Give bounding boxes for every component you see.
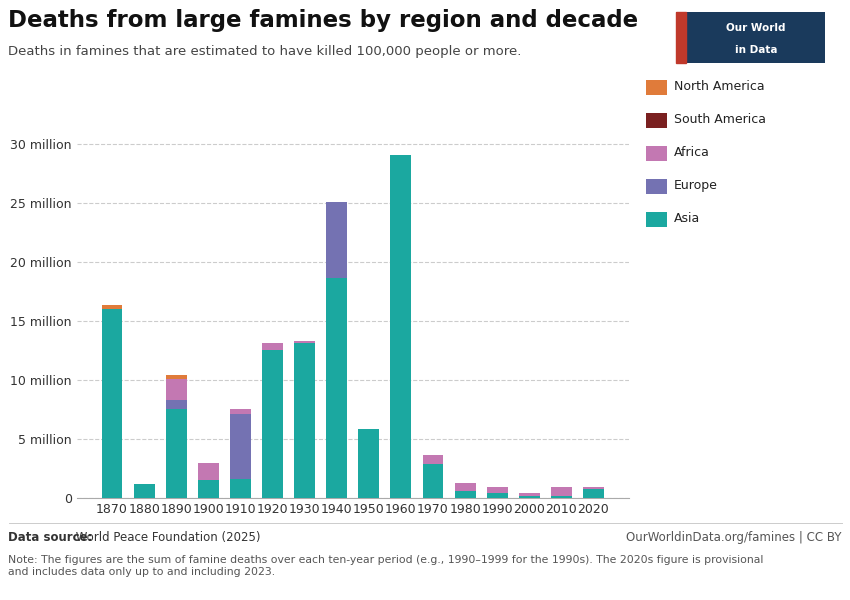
- Bar: [422, 455, 444, 464]
- Bar: [166, 379, 187, 400]
- Bar: [422, 464, 444, 498]
- Bar: [359, 430, 379, 498]
- Bar: [518, 493, 540, 496]
- Bar: [198, 480, 218, 498]
- Bar: [166, 409, 187, 498]
- Bar: [455, 482, 475, 491]
- Bar: [518, 496, 540, 498]
- Bar: [294, 341, 315, 343]
- Bar: [455, 491, 475, 498]
- Bar: [487, 493, 507, 498]
- Bar: [551, 496, 572, 498]
- Text: in Data: in Data: [734, 45, 777, 55]
- Bar: [326, 202, 347, 278]
- Bar: [102, 305, 122, 309]
- Bar: [551, 487, 572, 496]
- Text: Note: The figures are the sum of famine deaths over each ten-year period (e.g., : Note: The figures are the sum of famine …: [8, 555, 764, 577]
- Bar: [294, 343, 315, 498]
- Text: Deaths in famines that are estimated to have killed 100,000 people or more.: Deaths in famines that are estimated to …: [8, 45, 522, 58]
- Text: Data source:: Data source:: [8, 531, 93, 544]
- Bar: [230, 414, 251, 479]
- Text: Asia: Asia: [674, 212, 700, 225]
- Bar: [133, 484, 155, 498]
- Bar: [230, 479, 251, 498]
- Text: OurWorldinData.org/famines | CC BY: OurWorldinData.org/famines | CC BY: [626, 531, 842, 544]
- Text: North America: North America: [674, 80, 765, 93]
- Bar: [262, 343, 283, 350]
- Bar: [583, 488, 604, 498]
- Bar: [166, 375, 187, 379]
- Bar: [262, 350, 283, 498]
- Bar: [390, 155, 411, 498]
- Text: Deaths from large famines by region and decade: Deaths from large famines by region and …: [8, 9, 638, 32]
- Bar: [102, 309, 122, 498]
- Bar: [326, 278, 347, 498]
- Text: Our World: Our World: [726, 23, 785, 34]
- Text: World Peace Foundation (2025): World Peace Foundation (2025): [72, 531, 261, 544]
- Bar: [230, 409, 251, 414]
- Bar: [583, 487, 604, 488]
- Bar: [198, 463, 218, 480]
- Text: South America: South America: [674, 113, 766, 126]
- Text: Europe: Europe: [674, 179, 718, 192]
- Bar: [166, 400, 187, 409]
- Bar: [676, 12, 686, 63]
- Bar: [487, 487, 507, 493]
- Text: Africa: Africa: [674, 146, 710, 159]
